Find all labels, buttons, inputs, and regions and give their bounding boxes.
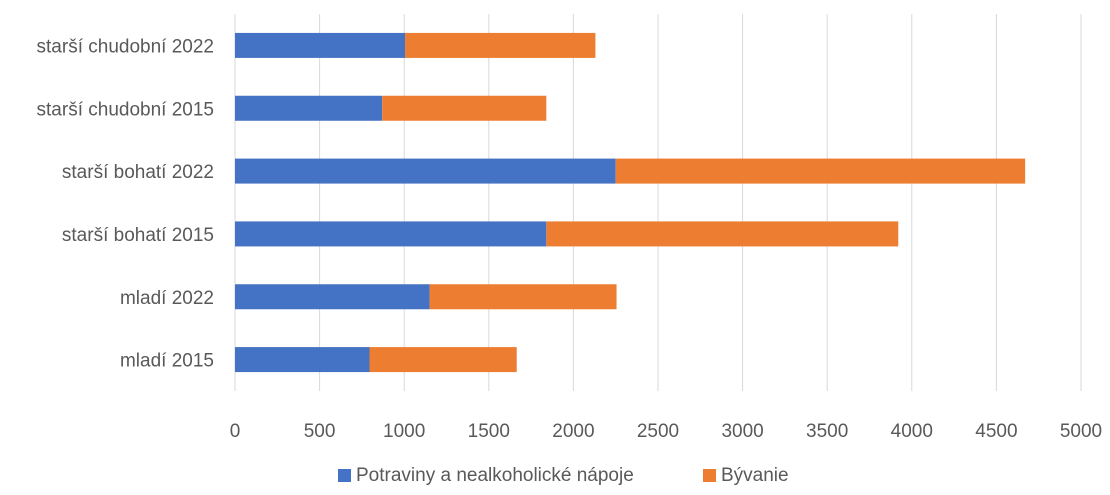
- x-tick-label: 1000: [383, 421, 425, 442]
- x-tick-label: 1500: [468, 421, 510, 442]
- bar-segment-series-0: [235, 284, 430, 310]
- x-tick-label: 3500: [806, 421, 848, 442]
- bar-segment-series-1: [369, 347, 517, 373]
- category-label: starší bohatí 2015: [62, 225, 214, 246]
- x-tick-labels: 0 500 1000 1500 2000 2500 3000 3500 4000 4500 5000: [230, 421, 1102, 442]
- bar-segment-series-0: [235, 221, 547, 247]
- legend-swatch: [703, 469, 716, 482]
- x-tick-label: 500: [304, 421, 336, 442]
- legend: Potraviny a nealkoholické nápoje Bývanie: [338, 465, 789, 486]
- bar-segment-series-1: [615, 158, 1026, 184]
- x-tick-label: 2000: [552, 421, 594, 442]
- bar-segment-series-0: [235, 347, 370, 373]
- bar-segment-series-1: [429, 284, 617, 310]
- category-label: mladí 2022: [120, 288, 214, 309]
- category-label: starší chudobní 2022: [37, 36, 214, 57]
- legend-label: Bývanie: [721, 465, 789, 486]
- x-tick-label: 5000: [1060, 421, 1102, 442]
- bars-group: [235, 32, 1026, 373]
- bar-segment-series-0: [235, 158, 616, 184]
- bar-segment-series-0: [235, 95, 383, 121]
- x-tick-label: 3000: [721, 421, 763, 442]
- bar-segment-series-0: [235, 32, 406, 58]
- bar-segment-series-1: [546, 221, 899, 247]
- x-tick-label: 4000: [891, 421, 933, 442]
- bar-segment-series-1: [382, 95, 547, 121]
- category-label: starší chudobní 2015: [37, 99, 214, 120]
- category-label: starší bohatí 2022: [62, 162, 214, 183]
- gridlines: [234, 14, 1082, 391]
- x-tick-label: 0: [230, 421, 241, 442]
- x-tick-label: 4500: [975, 421, 1017, 442]
- bar-segment-series-1: [405, 32, 596, 58]
- x-tick-label: 2500: [637, 421, 679, 442]
- category-label: mladí 2015: [120, 351, 214, 372]
- category-labels: mladí 2015 mladí 2022 starší bohatí 2015 st…: [37, 36, 214, 371]
- legend-label: Potraviny a nealkoholické nápoje: [356, 465, 634, 486]
- legend-swatch: [338, 469, 351, 482]
